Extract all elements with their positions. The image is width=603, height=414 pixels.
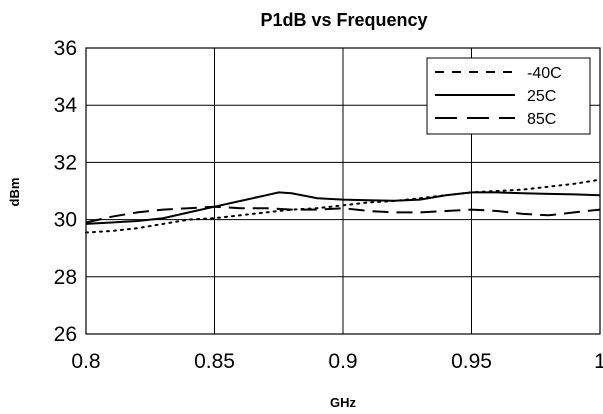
legend: -40C 25C 85C xyxy=(426,57,591,135)
tick-labels: 26 28 30 32 34 36 0.8 0.85 0.9 0.95 1 xyxy=(54,37,603,373)
legend-label: 85C xyxy=(527,111,556,128)
x-tick-label: 0.9 xyxy=(328,350,357,373)
y-tick-label: 32 xyxy=(54,151,77,174)
plot-area-frame xyxy=(85,47,601,335)
series-lines xyxy=(85,178,601,234)
x-tick-label: 1 xyxy=(594,350,603,373)
series-line-40c xyxy=(85,178,601,234)
y-tick-label: 28 xyxy=(54,266,77,289)
y-tick-label: 34 xyxy=(54,94,78,117)
y-axis-label: dBm xyxy=(7,178,22,207)
chart-title: P1dB vs Frequency xyxy=(260,10,427,30)
x-tick-label: 0.8 xyxy=(71,350,100,373)
y-tick-label: 26 xyxy=(54,323,77,346)
x-tick-label: 0.85 xyxy=(194,350,235,373)
legend-label: -40C xyxy=(527,65,562,82)
series-line-85c xyxy=(85,205,601,224)
series-line-25c xyxy=(85,191,601,225)
x-tick-label: 0.95 xyxy=(451,350,492,373)
y-tick-label: 30 xyxy=(54,209,77,232)
x-axis-label: GHz xyxy=(330,395,357,410)
y-tick-label: 36 xyxy=(54,37,77,60)
legend-label: 25C xyxy=(527,88,556,105)
